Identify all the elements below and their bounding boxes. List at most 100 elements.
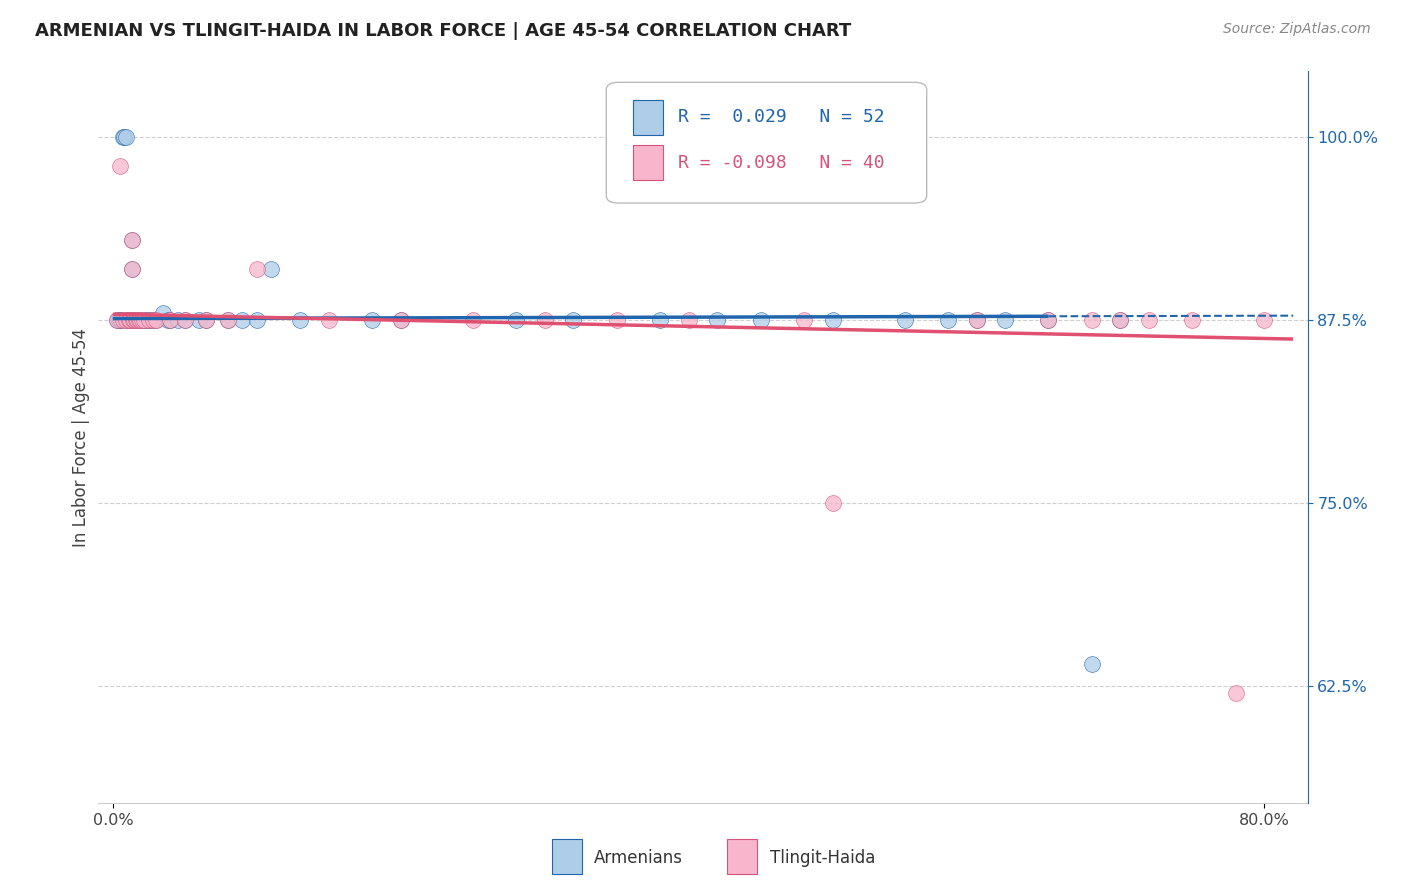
Point <box>749 313 772 327</box>
Point <box>159 313 181 327</box>
Point <box>821 496 844 510</box>
Point <box>1080 313 1102 327</box>
Point <box>114 130 136 145</box>
Bar <box>633 100 664 135</box>
Point <box>288 313 311 327</box>
Point <box>217 313 239 327</box>
Point <box>136 313 159 327</box>
Point <box>318 313 340 327</box>
Point <box>152 306 174 320</box>
Point <box>195 313 218 327</box>
Point <box>131 313 153 327</box>
FancyBboxPatch shape <box>606 82 927 203</box>
Point <box>110 313 132 327</box>
Point <box>217 313 239 327</box>
Point <box>138 313 160 327</box>
Point <box>131 313 153 327</box>
Point <box>134 313 156 327</box>
Point <box>159 313 181 327</box>
Point <box>173 313 195 327</box>
Point <box>122 313 145 327</box>
Point <box>461 313 484 327</box>
Point <box>124 313 146 327</box>
Point <box>533 313 555 327</box>
Point <box>120 313 142 327</box>
Point <box>134 313 156 327</box>
Point <box>111 313 134 327</box>
Text: Tlingit-Haida: Tlingit-Haida <box>769 848 875 867</box>
Point <box>121 233 143 247</box>
Point <box>1137 313 1160 327</box>
Point <box>1181 313 1204 327</box>
Point <box>118 313 141 327</box>
Point <box>505 313 527 327</box>
Point <box>122 313 145 327</box>
Point <box>105 313 128 327</box>
Point <box>1038 313 1060 327</box>
Point <box>125 313 148 327</box>
Point <box>1038 313 1060 327</box>
Point <box>138 313 160 327</box>
Text: ARMENIAN VS TLINGIT-HAIDA IN LABOR FORCE | AGE 45-54 CORRELATION CHART: ARMENIAN VS TLINGIT-HAIDA IN LABOR FORCE… <box>35 22 852 40</box>
Point <box>188 313 211 327</box>
Point <box>966 313 988 327</box>
Point <box>231 313 253 327</box>
Point <box>1253 313 1275 327</box>
Point <box>120 313 142 327</box>
Point <box>1109 313 1132 327</box>
Point <box>107 313 129 327</box>
Point <box>124 313 146 327</box>
Point <box>108 160 131 174</box>
Point <box>105 313 128 327</box>
Point <box>127 313 149 327</box>
Point <box>156 313 179 327</box>
Point <box>128 313 150 327</box>
Point <box>893 313 915 327</box>
Text: Source: ZipAtlas.com: Source: ZipAtlas.com <box>1223 22 1371 37</box>
Y-axis label: In Labor Force | Age 45-54: In Labor Force | Age 45-54 <box>72 327 90 547</box>
Point <box>128 313 150 327</box>
Point <box>121 261 143 276</box>
Point <box>706 313 728 327</box>
Point <box>129 313 152 327</box>
Point <box>821 313 844 327</box>
Point <box>1225 686 1247 700</box>
Point <box>145 313 167 327</box>
Point <box>112 130 135 145</box>
Point <box>1080 657 1102 671</box>
Point <box>361 313 384 327</box>
Point <box>166 313 188 327</box>
Point <box>562 313 585 327</box>
Point <box>195 313 218 327</box>
Point <box>141 313 163 327</box>
Point <box>260 261 283 276</box>
Point <box>678 313 700 327</box>
Point <box>1109 313 1132 327</box>
Point <box>246 261 269 276</box>
Point <box>173 313 195 327</box>
Point <box>127 313 149 327</box>
Point <box>389 313 412 327</box>
Text: R = -0.098   N = 40: R = -0.098 N = 40 <box>678 153 884 172</box>
Point <box>389 313 412 327</box>
Point <box>118 313 141 327</box>
Point <box>936 313 959 327</box>
Point <box>648 313 671 327</box>
Bar <box>551 838 582 874</box>
Point <box>793 313 815 327</box>
Point <box>142 313 165 327</box>
Point <box>606 313 628 327</box>
Point <box>111 130 134 145</box>
Point <box>994 313 1017 327</box>
Text: R =  0.029   N = 52: R = 0.029 N = 52 <box>678 109 884 127</box>
Point <box>966 313 988 327</box>
Point <box>129 313 152 327</box>
Bar <box>633 145 664 180</box>
Point <box>121 233 143 247</box>
Bar <box>727 838 758 874</box>
Point <box>114 313 136 327</box>
Point <box>125 313 148 327</box>
Point <box>121 261 143 276</box>
Point <box>246 313 269 327</box>
Point <box>124 313 146 327</box>
